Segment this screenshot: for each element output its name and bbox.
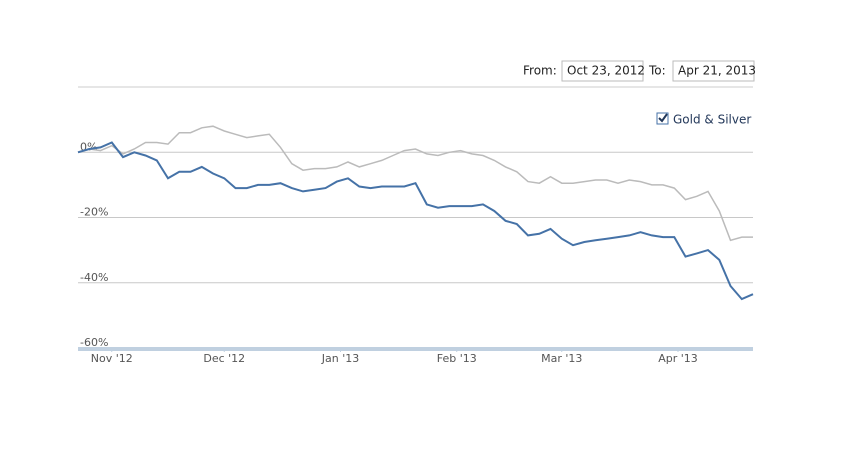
legend-label: Gold & Silver xyxy=(673,113,751,127)
legend-checkbox[interactable] xyxy=(656,112,669,125)
x-tick-label: Jan '13 xyxy=(321,352,359,365)
x-tick-label: Nov '12 xyxy=(91,352,133,365)
x-tick-label: Feb '13 xyxy=(437,352,477,365)
to-label: To: xyxy=(648,64,666,78)
line-series xyxy=(77,125,753,242)
x-axis-bar xyxy=(78,347,753,351)
y-tick-label: -40% xyxy=(80,271,108,284)
from-input[interactable] xyxy=(561,60,644,82)
line-series xyxy=(77,141,754,301)
checkmark xyxy=(658,113,668,123)
x-tick-label: Dec '12 xyxy=(203,352,245,365)
y-tick-label: -20% xyxy=(80,206,108,219)
from-value[interactable]: Oct 23, 2012 xyxy=(567,64,645,78)
y-tick-label: -60% xyxy=(80,336,108,349)
to-input[interactable] xyxy=(672,60,755,82)
to-value[interactable]: Apr 21, 2013 xyxy=(678,64,756,78)
legend: Gold & Silver xyxy=(656,112,751,127)
x-tick-label: Apr '13 xyxy=(658,352,698,365)
x-tick-label: Mar '13 xyxy=(541,352,582,365)
from-label: From: xyxy=(523,64,557,78)
